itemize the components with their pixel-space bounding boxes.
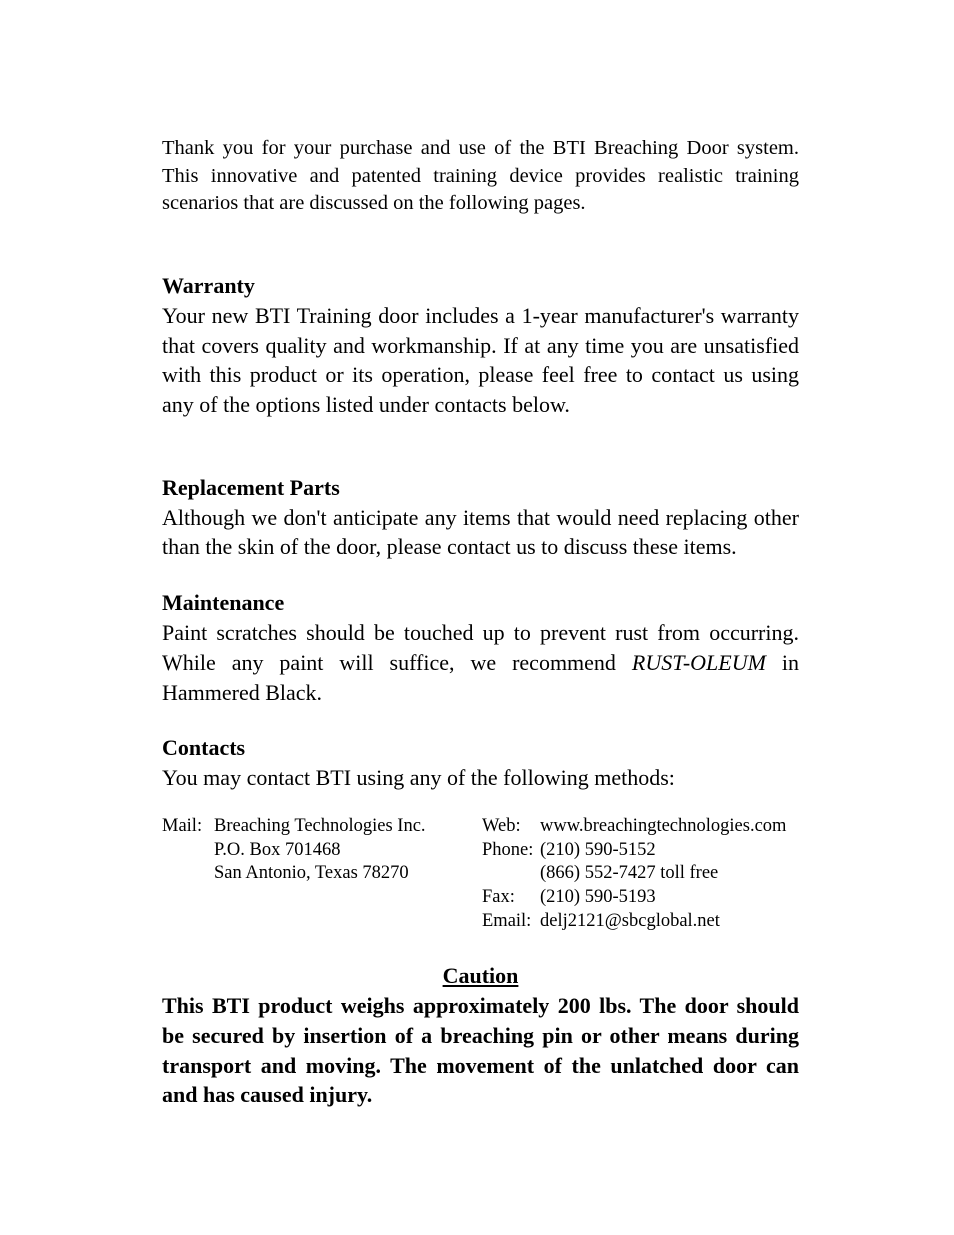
web-value: www.breachingtechnologies.com	[540, 815, 786, 839]
web-row: Web: www.breachingtechnologies.com	[482, 815, 786, 839]
phone-row2: (866) 552-7427 toll free	[482, 862, 786, 886]
mail-label: Mail:	[162, 815, 214, 933]
mail-line3: San Antonio, Texas 78270	[214, 862, 426, 886]
phone-value1: (210) 590-5152	[540, 839, 656, 863]
contacts-body: You may contact BTI using any of the fol…	[162, 763, 799, 793]
email-value: delj2121@sbcglobal.net	[540, 910, 720, 934]
caution-heading: Caution	[162, 963, 799, 989]
maintenance-heading: Maintenance	[162, 590, 799, 616]
maintenance-body-italic: RUST-OLEUM	[632, 650, 766, 675]
email-row: Email: delj2121@sbcglobal.net	[482, 910, 786, 934]
contacts-section: Contacts You may contact BTI using any o…	[162, 735, 799, 793]
warranty-heading: Warranty	[162, 273, 799, 299]
warranty-body: Your new BTI Training door includes a 1-…	[162, 301, 799, 420]
mail-line2: P.O. Box 701468	[214, 839, 426, 863]
phone-label: Phone:	[482, 839, 540, 863]
contact-details: Mail: Breaching Technologies Inc. P.O. B…	[162, 815, 799, 933]
caution-body: This BTI product weighs approximately 20…	[162, 991, 799, 1110]
replacement-section: Replacement Parts Although we don't anti…	[162, 475, 799, 562]
phone-label-empty	[482, 862, 540, 886]
warranty-section: Warranty Your new BTI Training door incl…	[162, 273, 799, 420]
maintenance-section: Maintenance Paint scratches should be to…	[162, 590, 799, 707]
phone-row: Phone: (210) 590-5152	[482, 839, 786, 863]
email-label: Email:	[482, 910, 540, 934]
intro-paragraph: Thank you for your purchase and use of t…	[162, 135, 799, 218]
web-label: Web:	[482, 815, 540, 839]
maintenance-body: Paint scratches should be touched up to …	[162, 618, 799, 707]
contact-right-column: Web: www.breachingtechnologies.com Phone…	[482, 815, 786, 933]
contact-mail-column: Mail: Breaching Technologies Inc. P.O. B…	[162, 815, 482, 933]
replacement-heading: Replacement Parts	[162, 475, 799, 501]
phone-value2: (866) 552-7427 toll free	[540, 862, 718, 886]
mail-line1: Breaching Technologies Inc.	[214, 815, 426, 839]
fax-value: (210) 590-5193	[540, 886, 656, 910]
fax-row: Fax: (210) 590-5193	[482, 886, 786, 910]
contacts-heading: Contacts	[162, 735, 799, 761]
replacement-body: Although we don't anticipate any items t…	[162, 503, 799, 562]
fax-label: Fax:	[482, 886, 540, 910]
caution-section: Caution This BTI product weighs approxim…	[162, 963, 799, 1110]
mail-address: Breaching Technologies Inc. P.O. Box 701…	[214, 815, 426, 933]
